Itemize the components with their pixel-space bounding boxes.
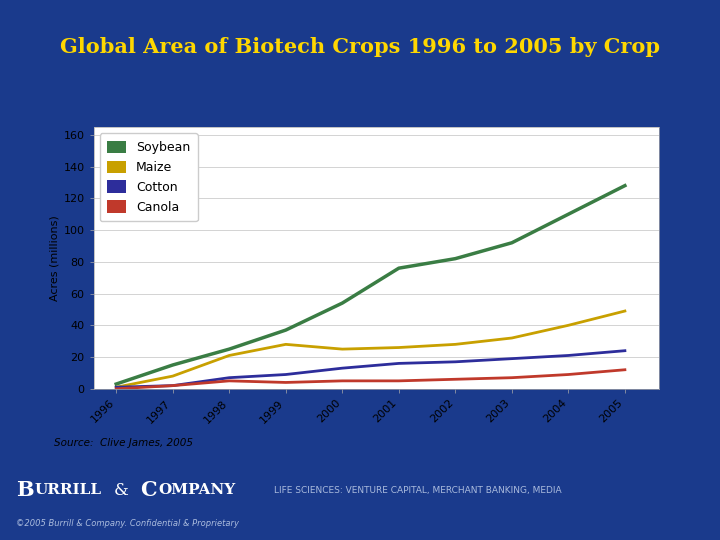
Text: Source:  Clive James, 2005: Source: Clive James, 2005	[54, 438, 193, 448]
Text: B: B	[16, 481, 33, 501]
Text: URRILL: URRILL	[35, 483, 102, 497]
Y-axis label: Acres (millions): Acres (millions)	[49, 215, 59, 301]
Legend: Soybean, Maize, Cotton, Canola: Soybean, Maize, Cotton, Canola	[100, 133, 198, 221]
Text: LIFE SCIENCES: VENTURE CAPITAL, MERCHANT BANKING, MEDIA: LIFE SCIENCES: VENTURE CAPITAL, MERCHANT…	[274, 486, 561, 495]
Text: &: &	[114, 482, 134, 499]
Text: OMPANY: OMPANY	[158, 483, 235, 497]
Text: Global Area of Biotech Crops 1996 to 2005 by Crop: Global Area of Biotech Crops 1996 to 200…	[60, 37, 660, 57]
Text: C: C	[140, 481, 157, 501]
Text: ©2005 Burrill & Company. Confidential & Proprietary: ©2005 Burrill & Company. Confidential & …	[16, 519, 239, 529]
